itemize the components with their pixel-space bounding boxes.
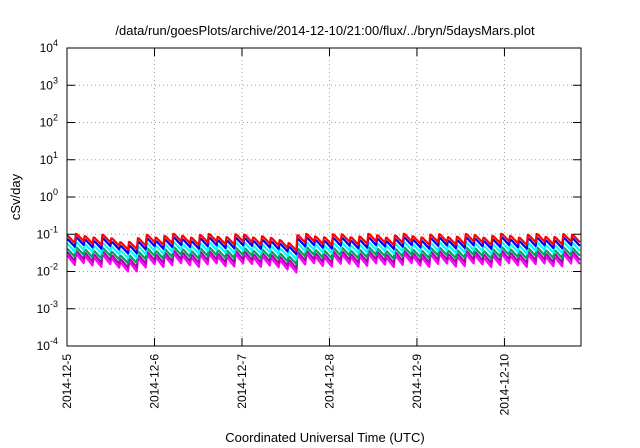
y-tick-label: 103	[40, 75, 58, 92]
y-axis-label: cSv/day	[8, 173, 23, 220]
x-tick-label: 2014-12-6	[147, 354, 161, 409]
x-axis-label: Coordinated Universal Time (UTC)	[225, 430, 424, 445]
chart-title: /data/run/goesPlots/archive/2014-12-10/2…	[115, 23, 535, 38]
series-line	[66, 232, 581, 252]
y-tick-label: 10-3	[37, 299, 58, 316]
y-axis: 10-4 10-3 10-2 10-1 100 101 102 103 104	[37, 38, 581, 353]
grid	[67, 48, 581, 346]
series-group	[66, 232, 581, 274]
y-tick-label: 100	[40, 187, 58, 204]
x-tick-label: 2014-12-8	[322, 354, 336, 409]
y-tick-label: 10-2	[37, 262, 58, 279]
x-axis: 2014-12-5 2014-12-6 2014-12-7 2014-12-8 2014…	[60, 48, 511, 415]
x-tick-label: 2014-12-5	[60, 354, 74, 409]
x-tick-label: 2014-12-10	[497, 354, 511, 416]
y-tick-label: 102	[40, 113, 58, 130]
x-tick-label: 2014-12-7	[235, 354, 249, 409]
y-tick-label: 104	[40, 38, 58, 55]
y-tick-label: 10-4	[37, 336, 58, 353]
y-tick-label: 10-1	[37, 224, 58, 241]
y-tick-label: 101	[40, 150, 58, 167]
x-tick-label: 2014-12-9	[410, 354, 424, 409]
